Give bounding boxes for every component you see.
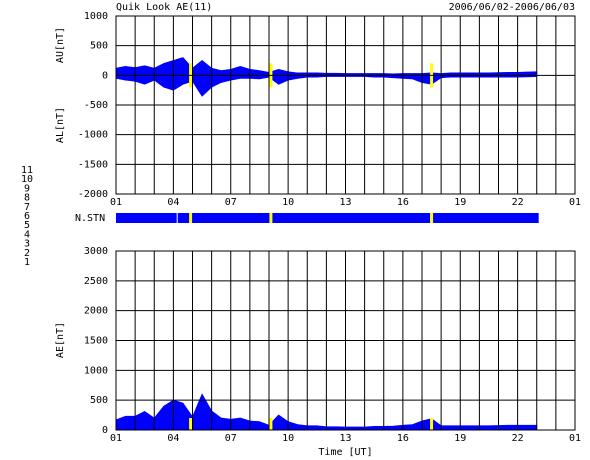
y-tick-label: 1500 [84, 336, 108, 347]
station-band [116, 213, 539, 223]
x-tick-label: 16 [397, 433, 409, 444]
band-marker [269, 213, 273, 223]
y-tick-label: 500 [90, 395, 108, 406]
data-area [115, 57, 538, 76]
x-tick-label: 01 [110, 433, 122, 444]
y-tick-label: -1000 [78, 130, 108, 141]
x-tick-label: 13 [339, 433, 351, 444]
station-legend-label: 1 [24, 257, 30, 268]
x-tick-label: 04 [167, 197, 179, 208]
x-axis-label: Time [UT] [318, 447, 372, 458]
x-tick-label: 07 [225, 433, 237, 444]
x-tick-label: 22 [512, 433, 524, 444]
plot-frame [115, 15, 576, 195]
x-tick-label: 01 [569, 197, 581, 208]
y-tick-label: 500 [90, 41, 108, 52]
date-range: 2006/06/02-2006/06/03 [449, 2, 575, 13]
y-tick-label: 0 [102, 425, 108, 436]
y-tick-label: -1500 [78, 159, 108, 170]
y-tick-label: 2500 [84, 276, 108, 287]
y-axis-label: AU[nT] [55, 27, 66, 63]
y-tick-label: 1000 [84, 365, 108, 376]
data-gap-marker [269, 418, 273, 430]
x-tick-label: 16 [397, 197, 409, 208]
x-tick-label: 13 [339, 197, 351, 208]
y-tick-label: 0 [102, 70, 108, 81]
station-legend-label: 4 [24, 229, 30, 240]
station-legend-label: 2 [24, 248, 30, 259]
station-legend-label: 3 [24, 239, 30, 250]
x-tick-label: 07 [225, 197, 237, 208]
x-tick-label: 01 [110, 197, 122, 208]
data-gap-marker [189, 418, 193, 430]
y-tick-label: -500 [84, 100, 108, 111]
band-marker [189, 213, 193, 223]
station-legend-label: 11 [21, 165, 33, 176]
band-label: N.STN [75, 213, 105, 224]
x-tick-label: 22 [512, 197, 524, 208]
y-tick-label: 3000 [84, 246, 108, 257]
band-marker [430, 213, 434, 223]
y-axis-label: AE[nT] [55, 322, 66, 358]
station-legend-label: 7 [24, 202, 30, 213]
station-legend-label: 10 [21, 174, 33, 185]
x-tick-label: 10 [282, 197, 294, 208]
y-tick-label: 2000 [84, 306, 108, 317]
chart-title: Quik Look AE(11) [116, 2, 212, 13]
x-tick-label: 01 [569, 433, 581, 444]
band-gap [176, 213, 178, 223]
plot-frame [115, 250, 576, 431]
x-tick-label: 19 [454, 197, 466, 208]
x-tick-label: 10 [282, 433, 294, 444]
station-legend-label: 9 [24, 183, 30, 194]
station-legend-label: 6 [24, 211, 30, 222]
y-tick-label: -2000 [78, 189, 108, 200]
x-tick-label: 04 [167, 433, 179, 444]
y-tick-label: 1000 [84, 11, 108, 22]
x-tick-label: 19 [454, 433, 466, 444]
station-legend-label: 5 [24, 220, 30, 231]
station-legend-label: 8 [24, 193, 30, 204]
data-gap-marker [430, 418, 434, 430]
y-axis-label: AL[nT] [55, 107, 66, 143]
